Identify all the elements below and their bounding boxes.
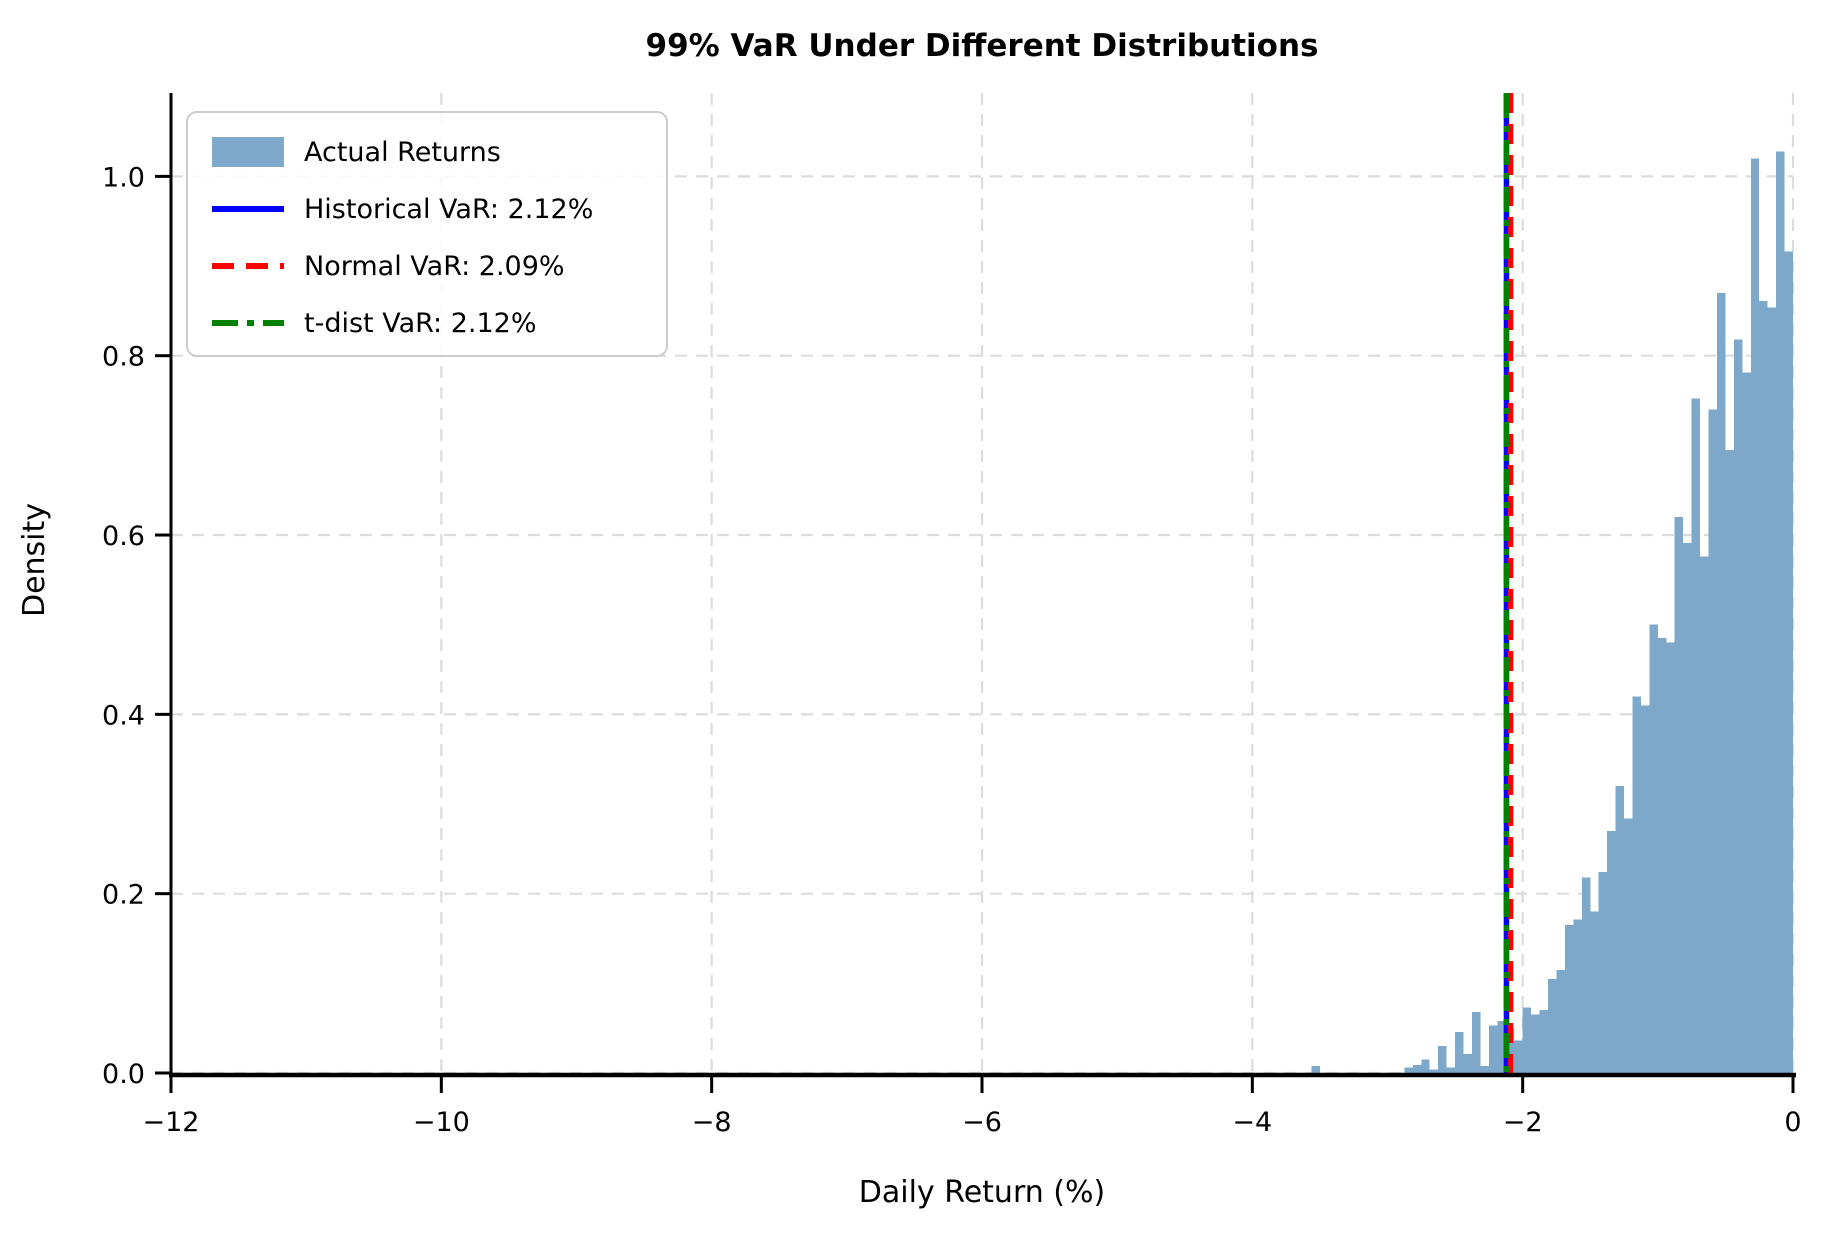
x-tick-label: −8 — [692, 1107, 732, 1138]
histogram-bar — [1657, 638, 1667, 1073]
x-tick-label: −10 — [413, 1107, 470, 1138]
histogram-bar — [1573, 919, 1582, 1073]
legend-item-label: Actual Returns — [304, 137, 501, 168]
y-tick-label: 0.0 — [102, 1059, 145, 1090]
histogram-bar — [1716, 292, 1726, 1074]
histogram-bar — [1455, 1031, 1464, 1073]
histogram-bar — [1514, 1040, 1523, 1073]
histogram-bar — [1446, 1067, 1456, 1073]
x-tick-label: −12 — [143, 1107, 200, 1138]
histogram-bar — [1471, 1012, 1481, 1073]
histogram-bar — [1556, 969, 1565, 1073]
histogram-bar — [1742, 372, 1751, 1073]
histogram-bar — [1505, 1028, 1515, 1073]
histogram-bar — [1531, 1014, 1540, 1073]
histogram-bar — [1539, 1010, 1549, 1073]
histogram-bar — [1548, 978, 1557, 1073]
histogram-bar — [1421, 1059, 1430, 1073]
histogram-bar — [1683, 543, 1692, 1073]
axes-spines-layer — [169, 93, 1796, 1078]
histogram-bar — [1784, 251, 1793, 1074]
histogram-bar — [1632, 696, 1641, 1073]
y-tick-label: 0.8 — [102, 342, 145, 373]
chart-title: 99% VaR Under Different Distributions — [646, 28, 1319, 64]
histogram-bar — [1624, 818, 1633, 1073]
histogram-bar — [1649, 624, 1658, 1073]
histogram-bar — [1497, 1020, 1506, 1073]
histogram-bar — [1776, 151, 1785, 1073]
y-tick-label: 0.4 — [102, 700, 145, 731]
histogram-bar — [1404, 1067, 1413, 1073]
histogram-bar — [1607, 830, 1616, 1073]
histogram-bar — [1480, 1065, 1489, 1073]
histogram-bar — [1640, 705, 1650, 1073]
legend-box — [186, 111, 668, 357]
y-tick-label: 1.0 — [102, 162, 145, 193]
histogram-bar — [1750, 158, 1760, 1073]
histogram-bar — [1488, 1025, 1498, 1073]
histogram-bar — [1429, 1069, 1439, 1073]
legend: Actual Returns Historical VaR: 2.12% Norma… — [186, 111, 668, 357]
y-tick-label: 0.2 — [102, 880, 145, 911]
histogram-bar — [1674, 517, 1684, 1073]
x-tick-label: 0 — [1784, 1107, 1801, 1138]
histogram-bars-layer — [1311, 151, 1793, 1074]
legend-swatch-actual-returns — [212, 137, 284, 167]
histogram-bar — [1708, 409, 1717, 1074]
legend-item-label: t-dist VaR: 2.12% — [304, 308, 537, 339]
x-tick-label: −4 — [1232, 1107, 1272, 1138]
histogram-bar — [1590, 911, 1599, 1073]
histogram-bar — [1463, 1054, 1472, 1073]
histogram-bar — [1581, 877, 1591, 1073]
histogram-bar — [1522, 1007, 1532, 1073]
x-tick-label: −2 — [1503, 1107, 1543, 1138]
y-tick-label: 0.6 — [102, 521, 145, 552]
histogram-bar — [1767, 307, 1777, 1073]
histogram-bar — [1759, 301, 1768, 1073]
histogram-bar — [1700, 556, 1709, 1073]
legend-item-label: Historical VaR: 2.12% — [304, 194, 593, 225]
y-axis-label: Density — [17, 503, 52, 617]
legend-item-label: Normal VaR: 2.09% — [304, 251, 565, 282]
histogram-bar — [1691, 398, 1701, 1073]
histogram-bar — [1666, 642, 1675, 1073]
histogram-bar — [1412, 1064, 1422, 1073]
histogram-bar — [1598, 872, 1608, 1073]
x-tick-label: −6 — [962, 1107, 1002, 1138]
x-axis-label: Daily Return (%) — [859, 1175, 1105, 1210]
histogram-bar — [1564, 925, 1574, 1073]
histogram-bar — [1311, 1065, 1320, 1073]
histogram-bar — [1725, 449, 1734, 1074]
histogram-bar — [1438, 1046, 1447, 1073]
histogram-bar — [1733, 339, 1743, 1073]
axes-ticks-layer: −12 −10 −8 −6 −4 −2 0 0.0 0.2 0.4 0.6 0.8 1.0 — [102, 162, 1802, 1138]
var-lines-layer — [1503, 93, 1514, 1073]
histogram-bar — [1615, 786, 1625, 1073]
